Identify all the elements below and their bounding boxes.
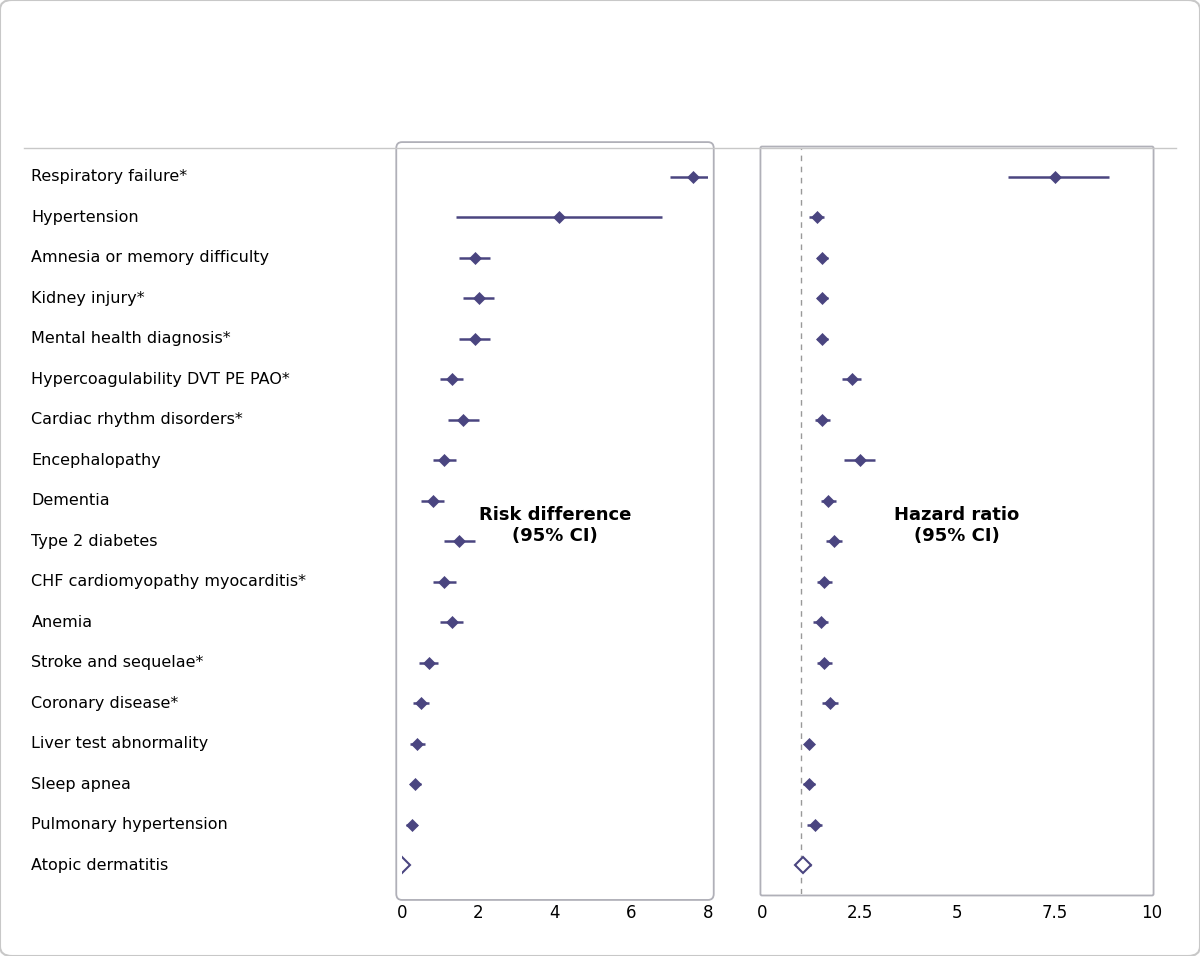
Text: Type 2 diabetes: Type 2 diabetes bbox=[31, 533, 158, 549]
Text: Mental health diagnosis*: Mental health diagnosis* bbox=[31, 331, 232, 346]
Text: CHF cardiomyopathy myocarditis*: CHF cardiomyopathy myocarditis* bbox=[31, 575, 306, 589]
Text: Risk difference
(95% CI): Risk difference (95% CI) bbox=[479, 507, 631, 545]
Text: Encephalopathy: Encephalopathy bbox=[31, 453, 161, 467]
Text: Atopic dermatitis: Atopic dermatitis bbox=[31, 858, 169, 873]
Text: Cardiac rhythm disorders*: Cardiac rhythm disorders* bbox=[31, 412, 244, 427]
Text: Sleep apnea: Sleep apnea bbox=[31, 777, 131, 792]
Text: Dementia: Dementia bbox=[31, 493, 110, 509]
Text: Hypertension: Hypertension bbox=[31, 209, 139, 225]
Text: Pulmonary hypertension: Pulmonary hypertension bbox=[31, 817, 228, 833]
Text: Liver test abnormality: Liver test abnormality bbox=[31, 736, 209, 751]
Text: Kidney injury*: Kidney injury* bbox=[31, 291, 145, 306]
Text: Coronary disease*: Coronary disease* bbox=[31, 696, 179, 711]
Text: Respiratory failure*: Respiratory failure* bbox=[31, 169, 187, 185]
Text: Stroke and sequelae*: Stroke and sequelae* bbox=[31, 656, 204, 670]
Text: Anemia: Anemia bbox=[31, 615, 92, 630]
Text: Amnesia or memory difficulty: Amnesia or memory difficulty bbox=[31, 250, 270, 265]
Text: Hypercoagulability DVT PE PAO*: Hypercoagulability DVT PE PAO* bbox=[31, 372, 290, 386]
Text: Hazard ratio
(95% CI): Hazard ratio (95% CI) bbox=[894, 507, 1020, 545]
